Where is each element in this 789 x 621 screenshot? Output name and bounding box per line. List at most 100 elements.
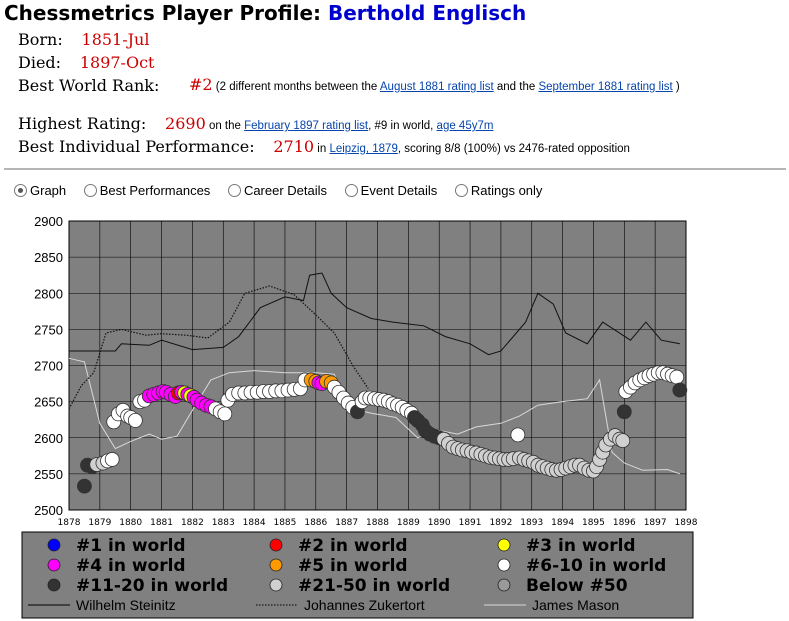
tab-graph-label: Graph	[30, 183, 67, 198]
february-1897-link[interactable]: February 1897 rating list	[244, 120, 369, 132]
rating-point	[669, 369, 685, 385]
y-tick-label: 2500	[34, 503, 63, 518]
rating-point	[77, 478, 92, 494]
born-row: Born: 1851-Jul	[18, 30, 149, 49]
died-label: Died:	[18, 53, 62, 72]
perf-row: Best Individual Performance: 2710 in Lei…	[18, 137, 630, 156]
rank-text-2: and the	[493, 81, 539, 93]
tab-best-performances-label: Best Performances	[99, 183, 211, 198]
x-tick-label: 1882	[181, 518, 204, 528]
x-tick-label: 1878	[58, 518, 81, 528]
title-prefix: Chessmetrics Player Profile:	[4, 1, 328, 25]
y-tick-label: 2900	[34, 214, 63, 229]
tab-ratings-only[interactable]: Ratings only	[454, 183, 542, 198]
perf-value: 2710	[273, 137, 315, 156]
radio-career-details[interactable]	[227, 184, 241, 197]
rating-point	[616, 404, 632, 420]
x-tick-label: 1893	[520, 518, 543, 528]
rank-text-3: )	[672, 81, 680, 93]
legend-label: #3 in world	[526, 536, 636, 556]
legend-marker	[497, 538, 511, 552]
legend-label: #11-20 in world	[76, 576, 228, 596]
legend-label: #2 in world	[298, 536, 408, 556]
page-title: Chessmetrics Player Profile: Berthold En…	[4, 1, 526, 25]
legend-marker	[47, 558, 61, 572]
legend-marker	[269, 538, 283, 552]
x-tick-label: 1892	[489, 518, 512, 528]
y-tick-label: 2650	[34, 395, 63, 410]
radio-graph[interactable]	[14, 184, 27, 197]
x-tick-label: 1895	[582, 518, 605, 528]
x-tick-label: 1880	[119, 518, 142, 528]
perf-text-1: in	[314, 143, 330, 155]
rating-text-1: on the	[205, 120, 245, 132]
legend-label: #1 in world	[76, 536, 186, 556]
august-1881-link[interactable]: August 1881 rating list	[379, 81, 494, 93]
x-tick-label: 1887	[335, 518, 358, 528]
rank-label: Best World Rank:	[18, 76, 160, 95]
radio-best-performances[interactable]	[83, 184, 97, 197]
y-tick-label: 2750	[34, 322, 63, 337]
y-tick-label: 2700	[34, 359, 63, 374]
x-tick-label: 1883	[212, 518, 235, 528]
series-line-james-mason	[68, 357, 680, 475]
tab-career-details-label: Career Details	[243, 183, 328, 198]
tab-graph[interactable]: Graph	[14, 183, 66, 198]
x-tick-label: 1891	[459, 518, 482, 528]
age-link[interactable]: age 45y7m	[436, 120, 494, 132]
rating-point	[510, 427, 526, 443]
divider	[4, 168, 786, 170]
rating-point	[672, 382, 688, 398]
legend-marker	[497, 578, 511, 592]
legend-label: #4 in world	[76, 556, 186, 576]
x-tick-label: 1888	[366, 518, 389, 528]
rating-row: Highest Rating: 2690 on the February 189…	[18, 114, 493, 133]
legend-marker	[269, 558, 283, 572]
view-tabs: Graph Best Performances Career Details E…	[14, 183, 556, 198]
born-label: Born:	[18, 30, 63, 49]
radio-event-details[interactable]	[344, 184, 358, 197]
y-tick-label: 2800	[34, 286, 63, 301]
x-tick-label: 1889	[397, 518, 420, 528]
legend-marker	[47, 538, 61, 552]
leipzig-1879-link[interactable]: Leipzig, 1879	[329, 143, 398, 155]
rating-text-2: , #9 in world,	[368, 120, 437, 132]
y-tick-label: 2600	[34, 431, 63, 446]
legend-marker	[47, 578, 61, 592]
legend-label: #21-50 in world	[298, 576, 450, 596]
radio-ratings-only[interactable]	[454, 184, 468, 197]
rating-point	[104, 452, 120, 467]
legend-label: James Mason	[532, 597, 619, 613]
chart-legend	[21, 531, 694, 619]
x-tick-label: 1897	[644, 518, 667, 528]
died-value: 1897-Oct	[79, 53, 155, 72]
rating-point	[127, 413, 143, 428]
rank-row: Best World Rank:	[18, 76, 159, 95]
rank-detail: #2 (2 different months between the Augus…	[189, 77, 779, 95]
legend-marker	[269, 578, 283, 592]
rank-value: #2	[189, 75, 213, 94]
legend-label: Below #50	[526, 576, 628, 596]
legend-marker	[497, 558, 511, 572]
born-value: 1851-Jul	[81, 30, 150, 49]
x-tick-label: 1890	[428, 518, 451, 528]
legend-label: #5 in world	[298, 556, 408, 576]
player-name: Berthold Englisch	[327, 1, 527, 25]
tab-event-details-label: Event Details	[360, 183, 438, 198]
tab-best-performances[interactable]: Best Performances	[83, 183, 211, 198]
legend-label: Johannes Zukertort	[304, 597, 425, 613]
legend-label: Wilhelm Steinitz	[76, 597, 176, 613]
series-line-wilhelm-steinitz	[69, 272, 680, 356]
x-tick-label: 1881	[150, 518, 173, 528]
x-tick-label: 1879	[88, 518, 111, 528]
tab-career-details[interactable]: Career Details	[227, 183, 328, 198]
rating-value: 2690	[165, 114, 206, 133]
x-tick-label: 1894	[551, 518, 574, 528]
perf-label: Best Individual Performance:	[18, 137, 255, 156]
tab-event-details[interactable]: Event Details	[344, 183, 438, 198]
rating-point	[217, 406, 233, 422]
x-tick-label: 1884	[243, 518, 266, 528]
x-tick-label: 1886	[304, 518, 327, 528]
september-1881-link[interactable]: September 1881 rating list	[538, 81, 673, 93]
x-tick-label: 1885	[273, 518, 296, 528]
